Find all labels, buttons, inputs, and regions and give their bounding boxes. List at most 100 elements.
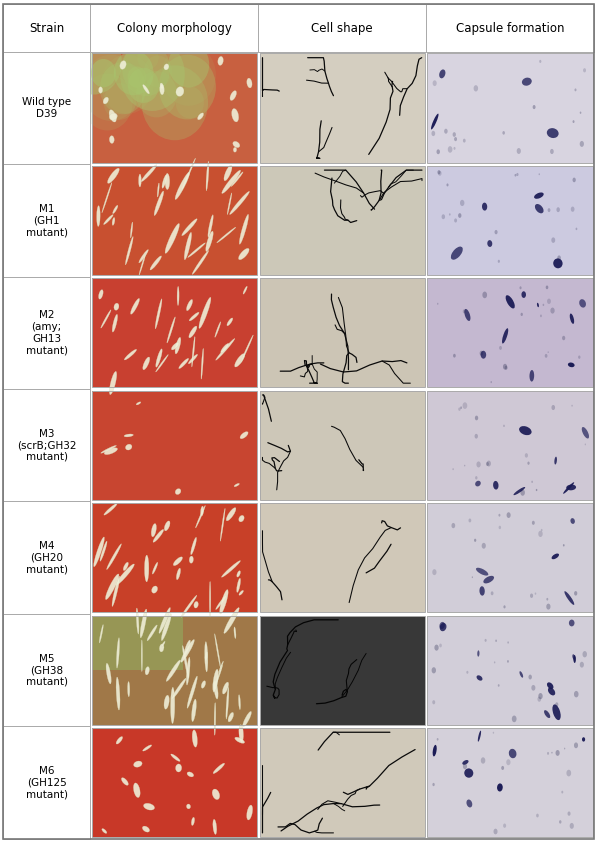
Ellipse shape xyxy=(519,671,523,678)
Circle shape xyxy=(539,60,541,63)
Ellipse shape xyxy=(513,487,525,495)
Ellipse shape xyxy=(116,677,120,710)
Ellipse shape xyxy=(192,699,196,722)
Ellipse shape xyxy=(159,608,170,633)
Ellipse shape xyxy=(167,317,176,343)
Ellipse shape xyxy=(552,554,559,559)
Ellipse shape xyxy=(145,667,149,675)
Ellipse shape xyxy=(548,688,555,695)
Ellipse shape xyxy=(214,680,218,699)
Ellipse shape xyxy=(237,571,241,577)
Ellipse shape xyxy=(66,30,122,94)
Ellipse shape xyxy=(216,339,235,360)
Ellipse shape xyxy=(431,114,439,130)
Circle shape xyxy=(498,685,500,687)
Circle shape xyxy=(432,701,435,704)
Ellipse shape xyxy=(124,349,137,360)
Circle shape xyxy=(521,313,523,316)
Ellipse shape xyxy=(537,303,539,307)
Ellipse shape xyxy=(243,711,251,727)
Circle shape xyxy=(454,137,457,141)
Ellipse shape xyxy=(233,142,240,148)
Ellipse shape xyxy=(433,745,437,756)
Ellipse shape xyxy=(186,658,190,685)
Circle shape xyxy=(551,238,555,243)
Ellipse shape xyxy=(143,84,149,94)
Ellipse shape xyxy=(224,165,232,180)
Bar xyxy=(3,164,91,277)
Circle shape xyxy=(533,105,536,109)
Ellipse shape xyxy=(116,637,119,668)
Ellipse shape xyxy=(218,56,223,66)
Ellipse shape xyxy=(224,608,239,633)
Circle shape xyxy=(494,230,498,234)
Bar xyxy=(92,391,257,500)
Ellipse shape xyxy=(173,557,183,566)
Ellipse shape xyxy=(563,482,574,494)
Ellipse shape xyxy=(159,644,164,652)
Text: Wild type
D39: Wild type D39 xyxy=(22,97,71,119)
Ellipse shape xyxy=(176,568,180,580)
Circle shape xyxy=(574,743,578,749)
Ellipse shape xyxy=(153,529,164,542)
Bar xyxy=(427,278,593,388)
Bar xyxy=(92,278,257,388)
Ellipse shape xyxy=(239,214,248,244)
Circle shape xyxy=(475,434,478,438)
Circle shape xyxy=(448,146,453,153)
Bar xyxy=(92,615,183,670)
Ellipse shape xyxy=(239,725,244,742)
Ellipse shape xyxy=(128,67,159,103)
Ellipse shape xyxy=(82,55,140,121)
Ellipse shape xyxy=(176,87,184,96)
Ellipse shape xyxy=(230,191,250,214)
Ellipse shape xyxy=(201,681,205,688)
Circle shape xyxy=(432,667,436,674)
Circle shape xyxy=(544,354,547,357)
Ellipse shape xyxy=(144,56,172,88)
Ellipse shape xyxy=(212,789,220,799)
Ellipse shape xyxy=(213,819,217,835)
Circle shape xyxy=(496,640,497,642)
Ellipse shape xyxy=(181,218,197,236)
Ellipse shape xyxy=(124,434,133,437)
Ellipse shape xyxy=(205,642,208,672)
Text: Capsule formation: Capsule formation xyxy=(456,22,564,35)
Ellipse shape xyxy=(106,663,111,684)
Circle shape xyxy=(555,702,558,706)
Circle shape xyxy=(531,481,533,483)
Circle shape xyxy=(432,783,435,787)
Ellipse shape xyxy=(168,41,209,88)
Circle shape xyxy=(535,593,536,595)
Bar xyxy=(427,615,593,725)
Ellipse shape xyxy=(183,646,189,679)
Ellipse shape xyxy=(230,91,236,100)
Bar xyxy=(3,277,91,389)
Ellipse shape xyxy=(181,640,195,663)
Bar xyxy=(92,728,257,837)
Bar xyxy=(260,728,425,837)
Circle shape xyxy=(583,68,586,72)
Ellipse shape xyxy=(120,38,185,111)
Ellipse shape xyxy=(100,62,146,115)
Ellipse shape xyxy=(139,175,141,187)
Ellipse shape xyxy=(139,254,146,275)
Circle shape xyxy=(528,674,532,679)
Circle shape xyxy=(498,526,501,529)
Bar xyxy=(259,4,426,51)
Bar xyxy=(92,391,257,500)
Circle shape xyxy=(503,364,507,369)
Ellipse shape xyxy=(91,59,116,87)
Text: M2
(amy;
GH13
mutant): M2 (amy; GH13 mutant) xyxy=(26,310,67,355)
Ellipse shape xyxy=(106,574,119,599)
Ellipse shape xyxy=(144,556,149,582)
Ellipse shape xyxy=(139,250,149,263)
Ellipse shape xyxy=(484,576,494,583)
Circle shape xyxy=(563,544,565,546)
Ellipse shape xyxy=(476,567,488,576)
Ellipse shape xyxy=(205,652,208,660)
Bar xyxy=(427,391,593,500)
Ellipse shape xyxy=(247,805,253,820)
Circle shape xyxy=(573,121,574,123)
Ellipse shape xyxy=(159,55,216,120)
